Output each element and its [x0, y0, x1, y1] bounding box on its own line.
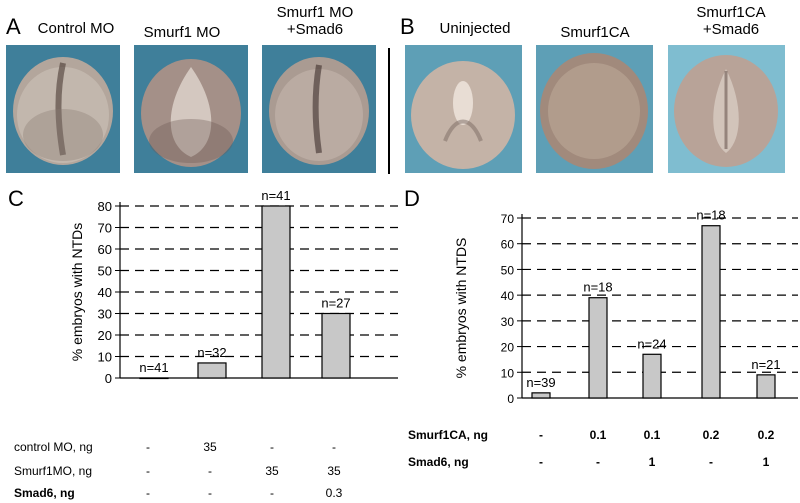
bar: [197, 362, 227, 379]
y-axis-label: % embryos with NTDS: [453, 238, 469, 379]
image-title-smurf1ca-smad6: Smurf1CA +Smad6: [696, 4, 766, 38]
condition-value: 0.1: [644, 428, 661, 442]
embryo-image-uninjected: [405, 45, 522, 173]
bar-label: n=18: [696, 208, 725, 223]
condition-label: Smad6, ng: [408, 455, 469, 469]
condition-value: -: [332, 440, 336, 454]
condition-label: Smad6, ng: [14, 486, 75, 500]
bar: [701, 225, 721, 399]
bar-label: n=41: [139, 360, 168, 375]
panel-divider: [388, 48, 390, 174]
y-tick-label: 30: [501, 315, 515, 329]
bar: [756, 374, 776, 399]
bar-label: n=24: [637, 336, 666, 351]
bar: [321, 312, 351, 379]
embryo-image-smurf1ca: [536, 45, 653, 173]
y-tick-label: 70: [98, 221, 112, 236]
condition-value: 0.2: [703, 428, 720, 442]
y-tick-label: 20: [98, 328, 112, 343]
condition-value: -: [596, 455, 600, 469]
condition-value: 0.1: [590, 428, 607, 442]
panel-letter-a: A: [6, 14, 21, 39]
y-tick-label: 0: [105, 371, 112, 386]
y-tick-label: 60: [98, 242, 112, 257]
panel-letter-d: D: [404, 186, 420, 211]
y-tick-label: 80: [98, 199, 112, 214]
bar: [531, 392, 551, 399]
panel-letter-c: C: [8, 186, 24, 211]
bar: [588, 297, 608, 399]
condition-value: -: [709, 455, 713, 469]
y-tick-label: 10: [501, 366, 515, 380]
chart-d: D 0 10 20 30 40 50 60 70 % embryos with NTDS n=39 n…: [404, 186, 798, 469]
bar: [139, 377, 169, 380]
condition-value: 35: [203, 440, 217, 454]
condition-value: 35: [327, 464, 341, 478]
y-axis-label: % embryos with NTDs: [69, 223, 85, 361]
embryo-image-smurf1ca-smad6: [668, 45, 785, 173]
embryo-image-control-mo: [6, 45, 120, 173]
y-tick-label: 40: [98, 285, 112, 300]
condition-value: 35: [265, 464, 279, 478]
bar-label: n=41: [261, 188, 290, 203]
condition-value: -: [208, 486, 212, 500]
condition-value: 1: [649, 455, 656, 469]
chart-c: C 0 10 20 30 40 50 60 70 80 % embryos with NTDs n=4…: [8, 186, 398, 500]
condition-value: -: [270, 486, 274, 500]
condition-value: -: [539, 428, 543, 442]
image-title-smurf1-mo: Smurf1 MO: [143, 24, 221, 41]
y-tick-label: 70: [501, 212, 515, 226]
y-tick-label: 60: [501, 238, 515, 252]
bar-label: n=32: [197, 345, 226, 360]
y-tick-label: 50: [501, 263, 515, 277]
image-title-control-mo: Control MO: [37, 20, 115, 37]
condition-value: -: [270, 440, 274, 454]
bar-label: n=27: [321, 296, 350, 311]
condition-label: Smurf1MO, ng: [14, 464, 92, 478]
y-tick-label: 50: [98, 264, 112, 279]
bar: [642, 353, 662, 399]
y-tick-label: 10: [98, 350, 112, 365]
y-tick-label: 30: [98, 307, 112, 322]
bar-label: n=39: [526, 375, 555, 390]
embryo-image-smurf1-mo: [134, 45, 248, 173]
image-title-uninjected: Uninjected: [439, 20, 511, 37]
embryo-image-smurf1-mo-smad6: [262, 45, 376, 173]
bar: [261, 205, 291, 379]
y-tick-label: 20: [501, 341, 515, 355]
panel-letter-b: B: [400, 14, 415, 39]
condition-label: Smurf1CA, ng: [408, 428, 488, 442]
y-tick-label: 0: [507, 392, 514, 406]
bar-label: n=21: [751, 357, 780, 372]
condition-value: -: [208, 464, 212, 478]
condition-value: 0.3: [326, 486, 343, 500]
condition-value: 0.2: [758, 428, 775, 442]
bar-label: n=18: [583, 280, 612, 295]
condition-value: 1: [763, 455, 770, 469]
condition-label: control MO, ng: [14, 440, 93, 454]
condition-value: -: [146, 464, 150, 478]
image-title-smurf1ca: Smurf1CA: [560, 24, 630, 41]
image-title-smurf1-mo-smad6: Smurf1 MO +Smad6: [276, 4, 354, 38]
condition-value: -: [539, 455, 543, 469]
y-tick-label: 40: [501, 289, 515, 303]
condition-value: -: [146, 440, 150, 454]
condition-value: -: [146, 486, 150, 500]
